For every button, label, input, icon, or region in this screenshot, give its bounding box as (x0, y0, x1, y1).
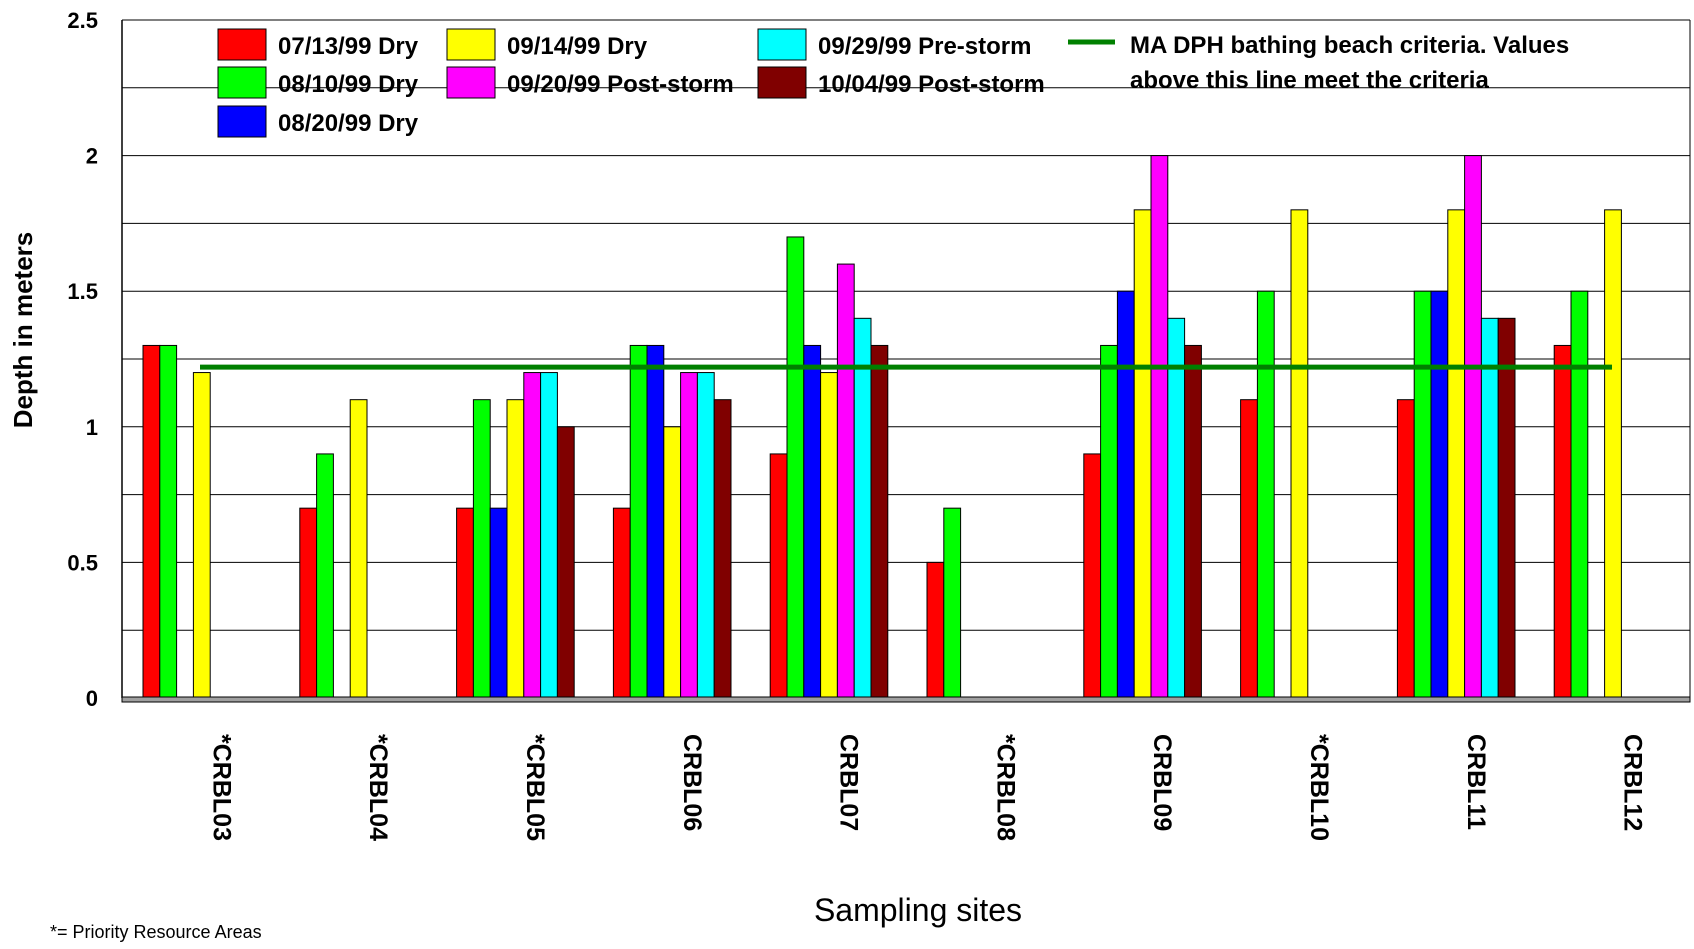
bar (299, 507, 318, 699)
bar (1396, 399, 1415, 699)
bar (489, 507, 508, 699)
legend-swatch (217, 105, 267, 138)
bar (159, 344, 178, 699)
bar (1464, 155, 1482, 699)
bar (1083, 453, 1102, 699)
bar (472, 399, 491, 699)
bar (1497, 317, 1516, 699)
bar (629, 344, 648, 699)
bar (506, 399, 525, 699)
bar (349, 399, 368, 699)
bar (943, 507, 962, 699)
bar (192, 372, 211, 699)
bar (1447, 209, 1466, 699)
bar (1184, 344, 1202, 699)
legend-swatch (217, 28, 267, 61)
bar (803, 344, 822, 699)
x-axis-floor (121, 696, 1691, 703)
legend-label: 09/20/99 Post-storm (507, 71, 734, 98)
legend-swatch (757, 66, 807, 99)
x-tick-label: *CRBL04 (364, 734, 392, 841)
x-tick-label: *CRBL08 (991, 734, 1019, 841)
bar (1256, 290, 1275, 699)
bar (646, 344, 665, 699)
legend-ref-label: above this line meet the criteria (1130, 67, 1489, 94)
bar (1570, 290, 1589, 699)
legend-swatch (446, 28, 496, 61)
y-tick-label: 1 (86, 415, 98, 440)
legend-swatch (217, 66, 267, 99)
bar (1553, 344, 1572, 699)
legend-swatch (757, 28, 807, 61)
bar (820, 372, 838, 699)
x-tick-label: CRBL12 (1619, 734, 1647, 831)
bar (142, 344, 161, 699)
x-tick-label: CRBL09 (1148, 734, 1176, 831)
bar (1116, 290, 1135, 699)
footnote: *= Priority Resource Areas (50, 922, 262, 942)
bar (316, 453, 334, 699)
bar (713, 399, 732, 699)
axes: 0 0.5 1 1.5 2 2.5 *CRBL03 *CRBL04 *CRBL05 CRBL06 C… (67, 8, 1691, 841)
y-axis-title: Depth in meters (8, 232, 38, 429)
legend-label: 08/20/99 Dry (278, 110, 419, 137)
bar (1133, 209, 1152, 699)
bar (612, 507, 631, 699)
bar (680, 372, 698, 699)
legend-swatch (446, 66, 496, 99)
bar (1100, 344, 1118, 699)
legend: 07/13/99 Dry 08/10/99 Dry 08/20/99 Dry 09/1… (217, 28, 1569, 138)
y-tick-label: 2 (86, 144, 98, 169)
bar (836, 263, 855, 699)
y-tick-label: 2.5 (67, 8, 98, 33)
bar (926, 561, 945, 699)
bar (1480, 317, 1499, 699)
x-tick-label: *CRBL03 (207, 734, 235, 841)
x-tick-label: CRBL07 (835, 734, 863, 831)
bar (870, 344, 889, 699)
bars (142, 155, 1622, 699)
legend-ref-label: MA DPH bathing beach criteria. Values (1130, 32, 1569, 59)
bar (1430, 290, 1449, 699)
x-axis-title: Sampling sites (814, 892, 1022, 928)
bar (663, 426, 682, 699)
x-tick-label: CRBL06 (678, 734, 706, 831)
bar (1413, 290, 1432, 699)
bar (540, 372, 558, 699)
bar (1167, 317, 1186, 699)
bar (853, 317, 872, 699)
legend-label: 09/14/99 Dry (507, 33, 648, 60)
bar (523, 372, 542, 699)
x-tick-label: *CRBL10 (1305, 734, 1333, 841)
bar (786, 236, 805, 699)
bar (456, 507, 474, 699)
bar (1150, 155, 1169, 699)
bar (696, 372, 715, 699)
bar (769, 453, 788, 699)
legend-label: 09/29/99 Pre-storm (818, 33, 1031, 60)
x-tick-label: CRBL11 (1462, 734, 1490, 830)
y-tick-label: 0 (86, 686, 98, 711)
bar (1604, 209, 1622, 699)
bar (1240, 399, 1258, 699)
legend-label: 10/04/99 Post-storm (818, 71, 1045, 98)
y-tick-label: 1.5 (67, 279, 98, 304)
bar (556, 426, 575, 699)
bar (1290, 209, 1309, 699)
y-tick-label: 0.5 (67, 550, 98, 575)
x-tick-label: *CRBL05 (521, 734, 549, 841)
legend-label: 07/13/99 Dry (278, 33, 419, 60)
legend-label: 08/10/99 Dry (278, 71, 419, 98)
